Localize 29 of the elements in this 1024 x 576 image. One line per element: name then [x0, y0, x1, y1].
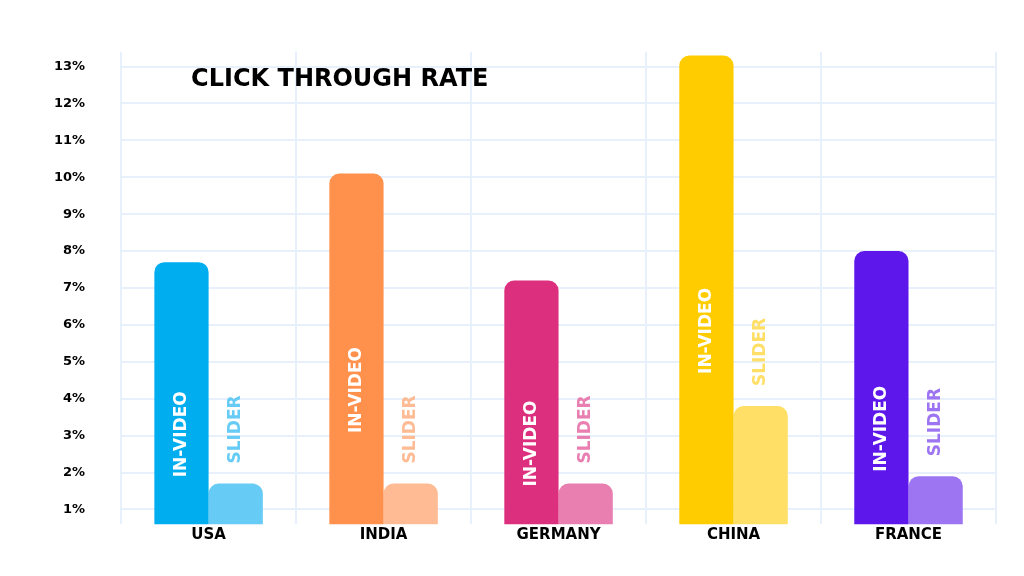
y-tick-label: 9%	[63, 205, 86, 221]
text: IN-VIDEO	[344, 346, 365, 433]
y-tick-label: 3%	[63, 427, 86, 442]
text: SLIDER	[924, 388, 945, 457]
y-tick-label: 10%	[53, 168, 86, 184]
text: SLIDER	[399, 395, 420, 464]
y-tick-label: 4%	[63, 390, 86, 406]
y-tick-label: 1%	[63, 500, 86, 516]
y-tick-label: 8%	[63, 242, 86, 258]
x-tick-label: FRANCE	[874, 525, 943, 544]
y-tick-label: 13%	[53, 57, 86, 73]
x-tick-label: GERMANY	[516, 525, 602, 544]
series-label: IN-VIDEO	[869, 385, 890, 472]
text: CLICK THROUGH RATE	[191, 64, 489, 93]
text: SLIDER	[749, 317, 770, 387]
y-tick-label: 5%	[63, 353, 86, 369]
x-tick-label: INDIA	[359, 525, 408, 544]
x-tick-label: USA	[191, 525, 227, 544]
y-tick-label: 11%	[53, 131, 86, 147]
y-tick-label: 6%	[63, 316, 86, 332]
text: SLIDER	[574, 395, 595, 464]
y-tick-label: 12%	[53, 94, 86, 110]
text: IN-VIDEO	[694, 287, 715, 374]
text: SLIDER	[224, 395, 245, 464]
text: IN-VIDEO	[169, 391, 190, 478]
y-tick-label: 2%	[63, 463, 86, 479]
y-tick-label: 7%	[63, 279, 86, 295]
text: IN-VIDEO	[519, 400, 540, 487]
x-tick-label: CHINA	[706, 525, 761, 544]
